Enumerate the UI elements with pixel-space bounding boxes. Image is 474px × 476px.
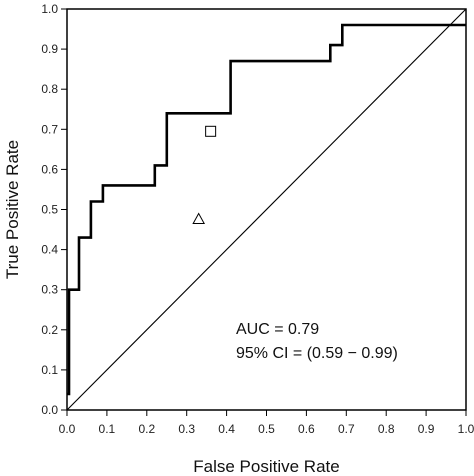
x-tick-label: 1.0	[458, 422, 474, 436]
y-tick-label: 0.1	[41, 363, 58, 377]
y-axis-title: True Positive Rate	[3, 140, 22, 279]
y-tick-label: 0.6	[41, 162, 58, 176]
y-tick-label: 0.0	[41, 403, 58, 417]
square-marker	[205, 125, 217, 137]
series-layer	[66, 8, 467, 411]
x-tick-label: 0.8	[378, 422, 395, 436]
reference-diagonal	[66, 8, 467, 411]
x-tick-label: 0.4	[218, 422, 235, 436]
x-tick-label: 0.7	[338, 422, 355, 436]
x-axis-ticks: 0.0 0.1 0.2 0.3 0.4 0.5 0.6 0.7 0.8 0.9 1.0	[59, 410, 474, 436]
x-tick-label: 0.3	[178, 422, 195, 436]
auc-annotation: AUC = 0.79	[236, 321, 319, 338]
marker-layer	[192, 125, 217, 225]
y-tick-label: 0.5	[41, 203, 58, 217]
y-axis-ticks: 0.0 0.1 0.2 0.3 0.4 0.5 0.6 0.7 0.8 0.9 1.0	[41, 2, 67, 417]
y-tick-label: 0.3	[41, 283, 58, 297]
triangle-marker	[192, 212, 206, 225]
x-tick-label: 0.9	[418, 422, 435, 436]
x-tick-label: 0.2	[138, 422, 155, 436]
y-tick-label: 0.4	[41, 243, 58, 257]
y-tick-label: 0.8	[41, 82, 58, 96]
x-tick-label: 0.6	[298, 422, 315, 436]
y-tick-label: 0.7	[41, 122, 58, 136]
y-tick-label: 1.0	[41, 2, 58, 16]
x-axis-title: False Positive Rate	[193, 457, 339, 476]
ci-annotation: 95% CI = (0.59 − 0.99)	[236, 345, 398, 362]
x-tick-label: 0.1	[99, 422, 116, 436]
y-tick-label: 0.9	[41, 42, 58, 56]
roc-curve	[67, 23, 466, 396]
x-tick-label: 0.5	[258, 422, 275, 436]
x-tick-label: 0.0	[59, 422, 76, 436]
y-tick-label: 0.2	[41, 323, 58, 337]
